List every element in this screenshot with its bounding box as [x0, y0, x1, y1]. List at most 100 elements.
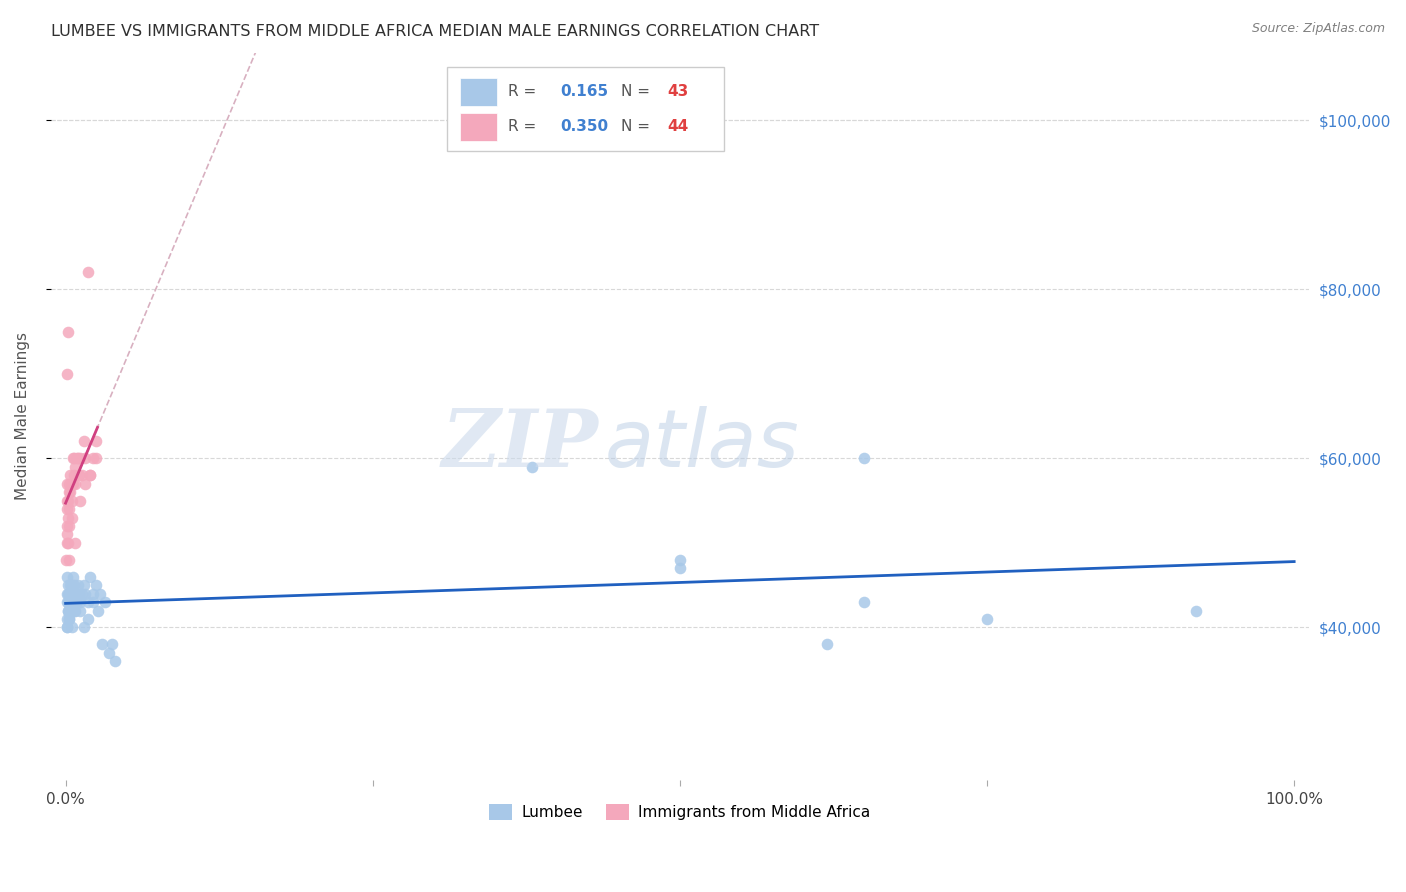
Point — [853, 451, 876, 466]
Point — [58, 612, 80, 626]
Point — [66, 595, 89, 609]
Point — [56, 476, 79, 491]
FancyBboxPatch shape — [460, 113, 498, 141]
Point — [62, 451, 84, 466]
Point — [59, 468, 82, 483]
Point — [66, 451, 89, 466]
Point — [58, 595, 80, 609]
Point — [56, 603, 79, 617]
Text: 44: 44 — [668, 120, 689, 134]
Point — [60, 510, 83, 524]
Point — [65, 586, 87, 600]
Text: R =: R = — [508, 120, 541, 134]
Point — [62, 586, 84, 600]
Point — [84, 578, 107, 592]
Point — [60, 595, 83, 609]
Point — [55, 536, 77, 550]
Point — [70, 586, 93, 600]
Point — [79, 468, 101, 483]
Point — [58, 502, 80, 516]
Text: LUMBEE VS IMMIGRANTS FROM MIDDLE AFRICA MEDIAN MALE EARNINGS CORRELATION CHART: LUMBEE VS IMMIGRANTS FROM MIDDLE AFRICA … — [51, 24, 818, 39]
Point — [58, 519, 80, 533]
Point — [75, 451, 97, 466]
Text: ZIP: ZIP — [441, 407, 598, 484]
Point — [76, 265, 98, 279]
Point — [76, 595, 98, 609]
Point — [58, 612, 80, 626]
Point — [56, 493, 79, 508]
Point — [815, 637, 838, 651]
Point — [56, 367, 79, 381]
Point — [75, 586, 97, 600]
Point — [58, 603, 80, 617]
Point — [75, 476, 97, 491]
Point — [104, 654, 127, 668]
Point — [56, 519, 79, 533]
Legend: Lumbee, Immigrants from Middle Africa: Lumbee, Immigrants from Middle Africa — [484, 798, 876, 827]
Text: N =: N = — [620, 120, 655, 134]
Point — [91, 637, 114, 651]
Point — [86, 603, 108, 617]
Point — [58, 476, 80, 491]
Point — [65, 603, 87, 617]
Point — [67, 586, 90, 600]
Point — [56, 570, 79, 584]
Point — [59, 603, 82, 617]
Point — [669, 553, 692, 567]
Point — [66, 578, 89, 592]
Point — [56, 612, 79, 626]
Point — [1185, 603, 1208, 617]
Point — [56, 578, 79, 592]
Text: 0.350: 0.350 — [561, 120, 609, 134]
Point — [60, 578, 83, 592]
Point — [522, 459, 544, 474]
Point — [70, 468, 93, 483]
Point — [84, 434, 107, 449]
Point — [56, 510, 79, 524]
Point — [69, 603, 91, 617]
Point — [56, 586, 79, 600]
Point — [60, 595, 83, 609]
Point — [73, 578, 96, 592]
Point — [65, 459, 87, 474]
Point — [73, 434, 96, 449]
Point — [56, 603, 79, 617]
Point — [65, 536, 87, 550]
Point — [56, 620, 79, 634]
Text: Source: ZipAtlas.com: Source: ZipAtlas.com — [1251, 22, 1385, 36]
Point — [73, 620, 96, 634]
Point — [58, 485, 80, 500]
Point — [66, 586, 89, 600]
Point — [67, 468, 90, 483]
Point — [63, 451, 86, 466]
Point — [82, 586, 104, 600]
Point — [94, 595, 117, 609]
Point — [59, 485, 82, 500]
Point — [60, 620, 83, 634]
Text: 0.165: 0.165 — [561, 85, 609, 99]
Point — [62, 476, 84, 491]
Point — [62, 570, 84, 584]
Point — [82, 595, 104, 609]
Y-axis label: Median Male Earnings: Median Male Earnings — [15, 332, 30, 500]
Text: R =: R = — [508, 85, 541, 99]
Point — [63, 595, 86, 609]
Point — [59, 586, 82, 600]
Point — [69, 595, 91, 609]
Point — [976, 612, 998, 626]
Text: 43: 43 — [668, 85, 689, 99]
Point — [669, 561, 692, 575]
Point — [89, 586, 111, 600]
Point — [59, 578, 82, 592]
Point — [56, 502, 79, 516]
Point — [76, 612, 98, 626]
Point — [82, 451, 104, 466]
Point — [63, 578, 86, 592]
Point — [56, 527, 79, 541]
Point — [60, 476, 83, 491]
Point — [55, 595, 77, 609]
Point — [63, 603, 86, 617]
FancyBboxPatch shape — [460, 78, 498, 105]
Point — [84, 451, 107, 466]
Point — [58, 595, 80, 609]
